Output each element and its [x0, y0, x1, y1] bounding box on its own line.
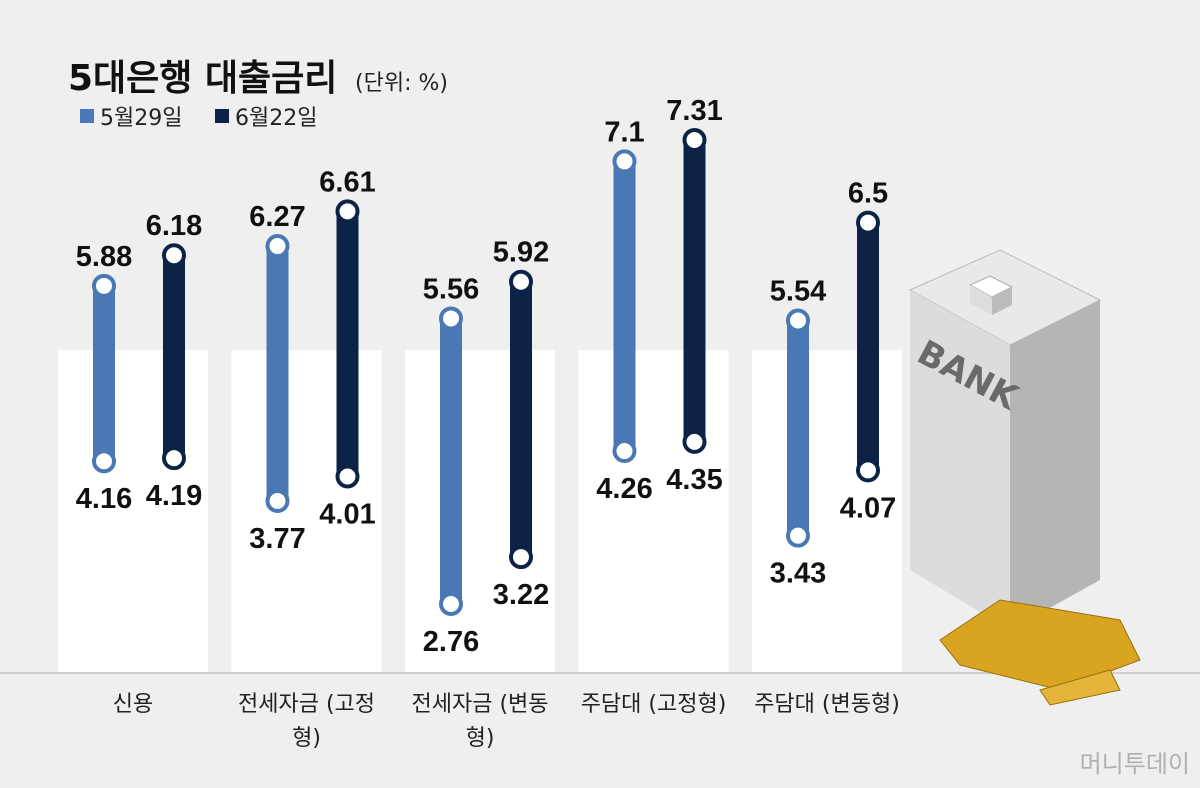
x-tick-label: 전세자금 (변동형): [411, 692, 549, 751]
endpoint: [162, 243, 186, 268]
value-label: 5.54: [770, 276, 826, 308]
value-label: 4.07: [840, 492, 896, 524]
range-bar: [336, 211, 359, 477]
endpoint: [92, 449, 116, 474]
endpoint: [856, 458, 880, 483]
value-label: 4.19: [146, 480, 202, 512]
bank-illustration: BANK: [908, 249, 1141, 706]
value-label: 7.31: [666, 95, 722, 127]
value-label: 5.88: [76, 241, 132, 273]
endpoint: [509, 269, 533, 294]
value-label: 4.35: [666, 464, 722, 496]
range-bar: [163, 255, 185, 459]
endpoint: [856, 210, 880, 235]
endpoint: [335, 199, 360, 224]
endpoint: [612, 439, 637, 464]
value-label: 3.77: [249, 523, 305, 555]
range-bar: [683, 140, 706, 442]
endpoint: [162, 446, 186, 471]
endpoint: [265, 234, 290, 259]
legend-swatch: [215, 109, 229, 123]
x-tick-label: 신용: [112, 692, 154, 717]
endpoint: [92, 273, 116, 298]
endpoint: [682, 429, 707, 454]
value-label: 3.43: [770, 558, 826, 590]
baseline: [0, 672, 1200, 674]
value-label: 6.5: [848, 178, 888, 210]
value-label: 6.27: [249, 201, 305, 233]
x-tick-label: 전세자금 (고정형): [237, 692, 376, 751]
endpoint: [439, 592, 463, 616]
endpoint: [335, 464, 360, 489]
endpoint: [612, 149, 637, 174]
endpoint: [682, 128, 707, 152]
range-bar: [857, 222, 879, 471]
value-label: 5.92: [493, 237, 549, 269]
value-label: 4.16: [76, 483, 132, 515]
endpoint: [509, 545, 533, 570]
value-label: 7.1: [604, 116, 644, 148]
watermark: 머니투데이: [1080, 750, 1190, 778]
range-bar: [440, 318, 462, 604]
value-label: 4.01: [319, 499, 375, 531]
range-bar: [93, 285, 115, 462]
x-tick-label: 주담대 (고정형): [580, 692, 727, 717]
range-bar: [613, 161, 636, 452]
column-background: [578, 350, 729, 672]
range-bar: [787, 320, 809, 536]
value-label: 4.26: [596, 473, 652, 505]
column-background: [405, 350, 555, 672]
value-label: 6.61: [319, 166, 375, 198]
endpoint: [439, 306, 463, 331]
chart-subtitle: (단위: %): [355, 71, 448, 96]
legend-swatch: [80, 109, 94, 123]
legend-label: 5월29일: [100, 106, 182, 131]
value-label: 6.18: [146, 210, 202, 242]
endpoint: [786, 523, 810, 548]
value-label: 2.76: [423, 626, 479, 658]
chart-title: 5대은행 대출금리: [68, 58, 337, 99]
value-label: 3.22: [493, 579, 549, 611]
x-tick-label: 주담대 (변동형): [754, 692, 900, 717]
range-bar: [510, 281, 532, 558]
legend-label: 6월22일: [235, 106, 317, 131]
endpoint: [786, 308, 810, 333]
range-bar: [266, 246, 289, 502]
value-label: 5.56: [423, 273, 479, 305]
endpoint: [265, 489, 290, 514]
